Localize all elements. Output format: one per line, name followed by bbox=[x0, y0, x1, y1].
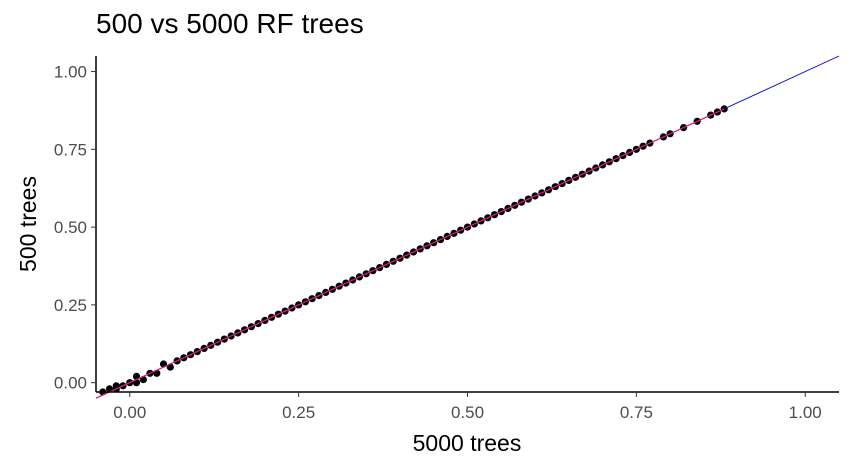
fit-line bbox=[95, 108, 725, 399]
x-tick-label: 0.50 bbox=[451, 403, 484, 422]
x-tick-label: 0.25 bbox=[282, 403, 315, 422]
x-tick-label: 0.00 bbox=[113, 403, 146, 422]
y-ticks-layer: 0.00 0.25 0.50 0.75 1.00 bbox=[54, 63, 96, 393]
y-axis-title: 500 trees bbox=[15, 176, 41, 272]
y-tick-label: 0.00 bbox=[54, 374, 87, 393]
x-tick-label: 0.75 bbox=[620, 403, 653, 422]
y-tick-label: 0.25 bbox=[54, 296, 87, 315]
chart-title: 500 vs 5000 RF trees bbox=[96, 8, 364, 39]
x-axis-title: 5000 trees bbox=[413, 430, 522, 456]
points-layer bbox=[99, 105, 728, 396]
y-tick-label: 0.75 bbox=[54, 140, 87, 159]
x-ticks-layer: 0.00 0.25 0.50 0.75 1.00 bbox=[113, 392, 822, 422]
reference-lines-layer bbox=[95, 55, 840, 399]
x-tick-label: 1.00 bbox=[789, 403, 822, 422]
y-tick-label: 1.00 bbox=[54, 63, 87, 82]
y-tick-label: 0.50 bbox=[54, 218, 87, 237]
